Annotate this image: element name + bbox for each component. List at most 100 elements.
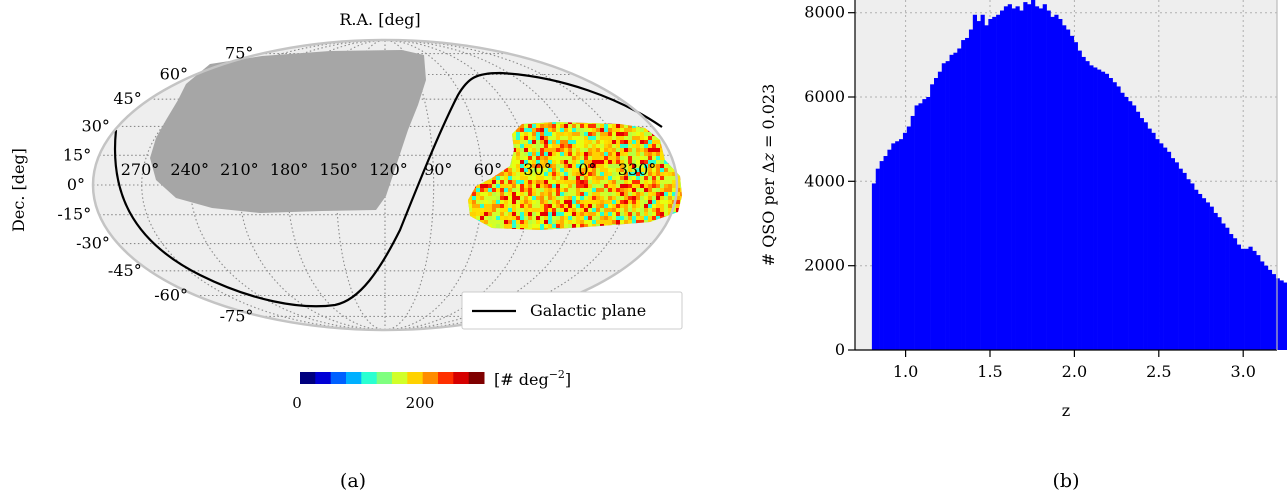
density-cell [576,196,580,200]
density-cell [568,168,572,172]
density-cell [636,136,640,140]
density-cell [512,216,516,220]
density-cell [548,192,552,196]
density-cell [476,204,480,208]
density-cell [588,176,592,180]
histogram-bar [1151,132,1156,350]
density-cell [564,204,568,208]
density-cell [556,204,560,208]
density-cell [476,212,480,216]
density-cell [512,160,516,164]
y-tick-label: 8000 [804,3,845,22]
density-cell [616,200,620,204]
density-cell [612,184,616,188]
density-cell [532,188,536,192]
y-tick-label: 4000 [804,171,845,190]
density-cell [592,128,596,132]
histogram-bar [1112,82,1117,350]
density-cell [488,200,492,204]
density-cell [676,200,680,204]
density-cell [600,164,604,168]
density-cell [584,152,588,156]
histogram-bar [1159,143,1164,350]
histogram-bar [1221,223,1226,350]
density-cell [684,164,688,168]
density-cell [512,144,516,148]
density-cell [680,160,682,164]
density-cell [604,216,608,220]
density-cell [636,132,640,136]
density-cell [544,122,548,124]
density-cell [548,124,552,128]
density-cell [512,132,516,136]
density-cell [536,176,540,180]
density-cell [576,124,580,128]
histogram-x-axis-title: z [1062,401,1070,420]
density-cell [632,164,636,168]
dec-tick-label: -15° [57,205,91,224]
density-cell [512,192,516,196]
ra-tick-label: 0° [578,160,596,179]
density-cell [520,204,524,208]
density-cell [556,212,560,216]
colorbar-swatch [422,372,439,384]
density-cell [596,208,600,212]
density-cell [548,176,552,180]
density-cell [620,172,624,176]
density-cell [532,136,536,140]
density-cell [684,152,688,156]
density-cell [552,224,556,228]
density-cell [644,188,648,192]
density-cell [520,136,524,140]
density-cell [668,128,672,132]
density-cell [676,208,680,212]
density-cell [588,168,592,172]
density-cell [552,220,556,224]
density-cell [656,196,660,200]
density-cell [612,200,616,204]
density-cell [592,176,596,180]
density-cell [568,212,572,216]
density-cell [672,188,676,192]
density-cell [492,196,496,200]
density-cell [636,196,640,200]
density-cell [536,200,540,204]
density-cell [648,136,652,140]
density-cell [552,204,556,208]
density-cell [672,180,676,184]
density-cell [536,128,540,132]
histogram-bar [922,99,927,350]
density-cell [664,212,668,216]
dec-tick-label: 45° [113,89,141,108]
density-cell [548,180,552,184]
density-cell [556,168,560,172]
density-cell [564,176,568,180]
density-cell [600,152,604,156]
density-cell [532,196,536,200]
density-cell [500,200,504,204]
density-cell [580,140,584,144]
histogram-bars [871,0,1287,351]
density-cell [552,196,556,200]
density-cell [600,168,604,172]
density-cell [520,132,524,136]
density-cell [480,200,484,204]
density-cell [548,172,552,176]
density-cell [576,164,580,168]
histogram-bar [1093,67,1098,350]
density-cell [644,204,648,208]
density-cell [544,220,548,224]
density-cell [568,152,572,156]
density-cell [548,196,552,200]
histogram-bar [949,54,954,350]
density-cell [620,180,624,184]
density-cell [676,228,680,230]
histogram-bar [1283,282,1287,350]
histogram-bar [1225,227,1230,350]
density-cell [676,148,680,152]
density-cell [588,124,592,128]
density-cell [644,168,648,172]
density-cell [544,224,548,228]
density-cell [564,200,568,204]
density-cell [556,184,560,188]
